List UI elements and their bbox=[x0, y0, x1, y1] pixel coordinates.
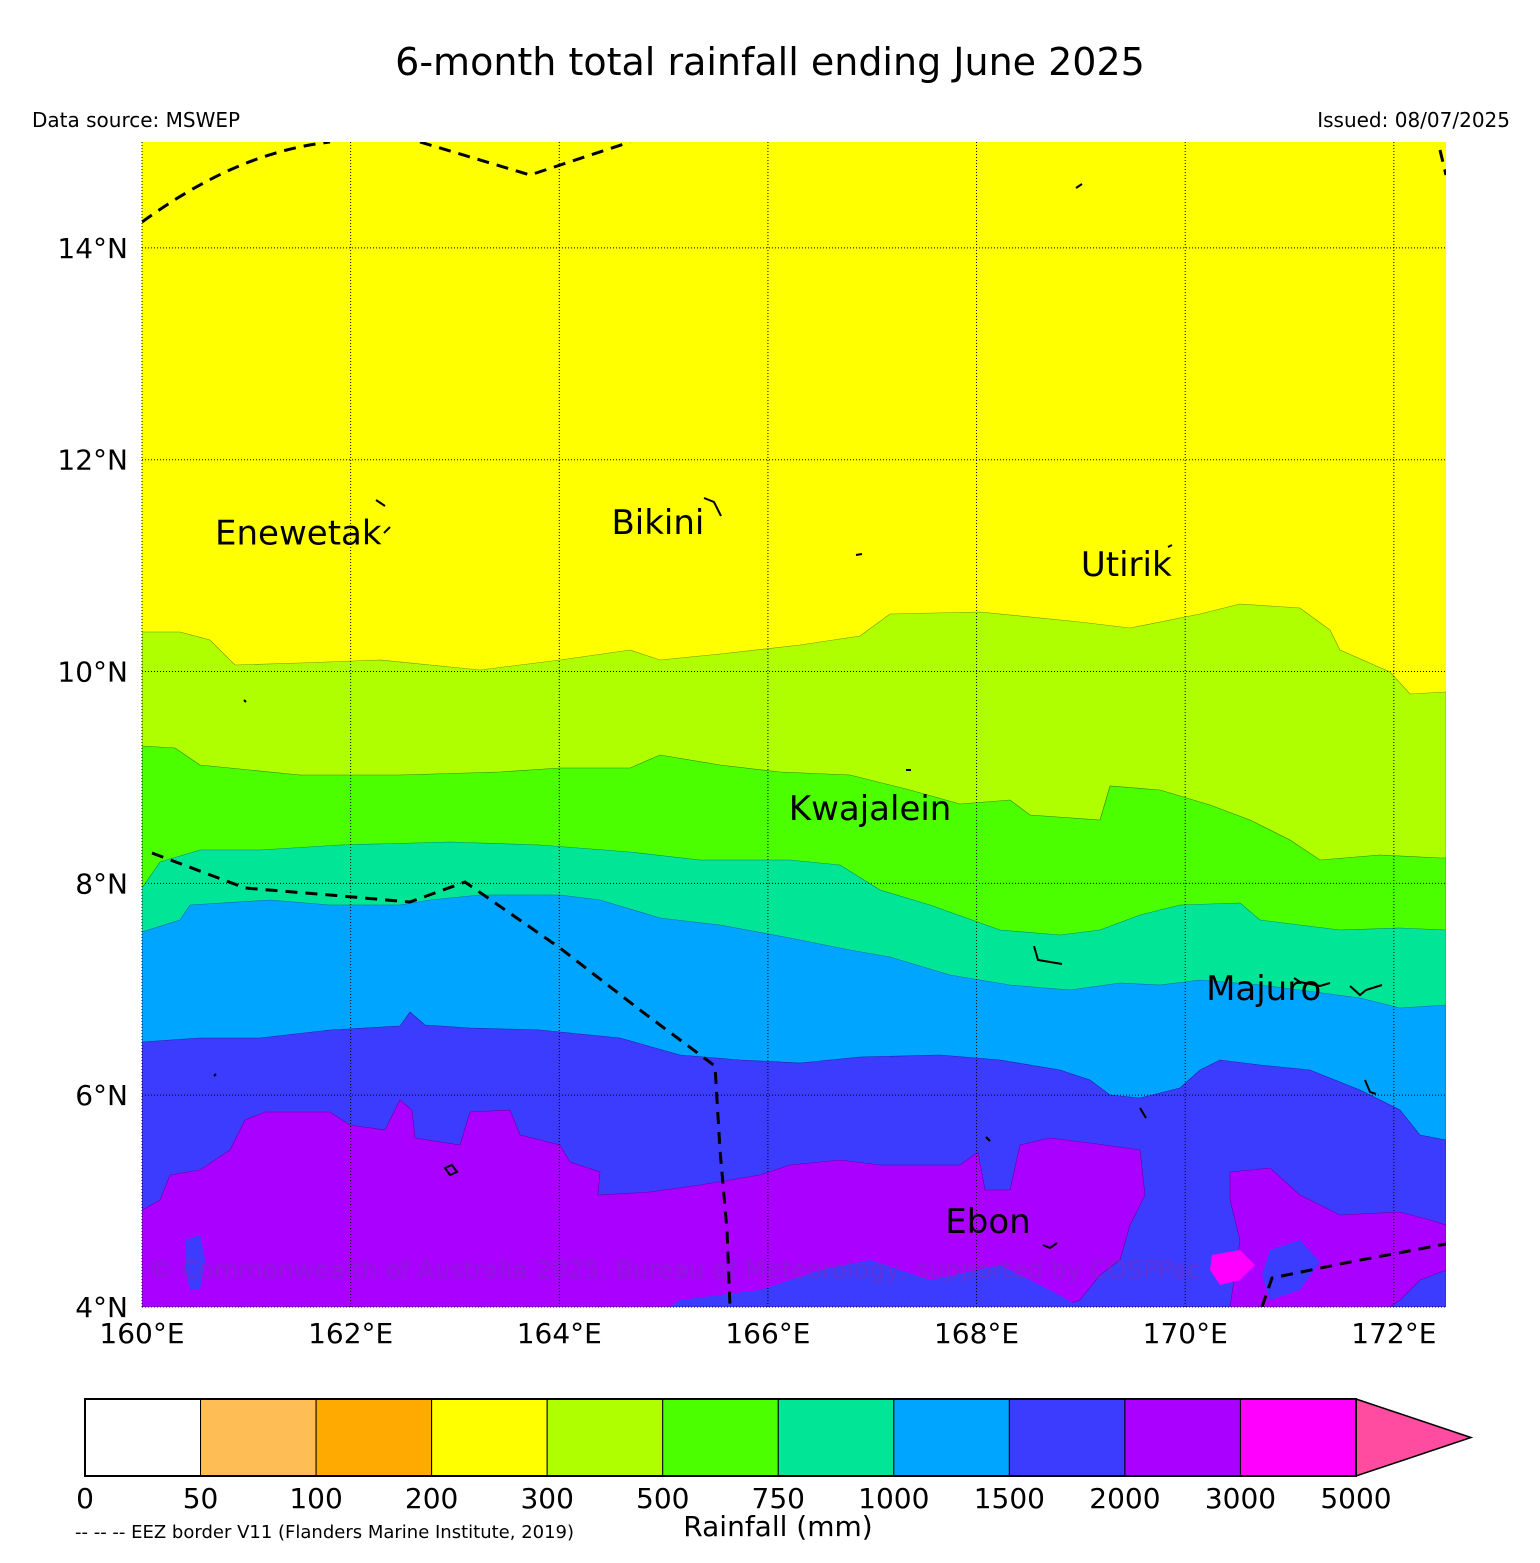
longitude-tick-label: 170°E bbox=[1143, 1317, 1228, 1350]
longitude-tick-label: 164°E bbox=[517, 1317, 602, 1350]
eez-note: -- -- -- EEZ border V11 (Flanders Marine… bbox=[75, 1522, 575, 1543]
colorbar-swatch bbox=[662, 1398, 779, 1477]
latitude-tick-label: 8°N bbox=[75, 867, 128, 900]
graticule bbox=[141, 142, 1446, 1308]
place-label: Enewetak bbox=[215, 513, 382, 553]
longitude-tick-label: 160°E bbox=[99, 1317, 184, 1350]
latitude-tick-label: 6°N bbox=[75, 1079, 128, 1112]
longitude-tick-label: 172°E bbox=[1351, 1317, 1436, 1350]
colorbar-swatch bbox=[200, 1398, 317, 1477]
longitude-tick-label: 168°E bbox=[934, 1317, 1019, 1350]
colorbar-tick-label: 3000 bbox=[1205, 1482, 1276, 1515]
colorbar-tick-label: 0 bbox=[76, 1482, 94, 1515]
latitude-tick-label: 10°N bbox=[57, 656, 128, 689]
latitude-labels: 4°N 6°N 8°N 10°N 12°N 14°N bbox=[57, 232, 128, 1324]
atolls bbox=[213, 183, 1383, 1250]
issued-date: Issued: 08/07/2025 bbox=[1317, 108, 1510, 132]
band-2000-3000 bbox=[142, 1099, 1146, 1307]
colorbar-tick-label: 50 bbox=[183, 1482, 219, 1515]
longitude-tick-label: 166°E bbox=[725, 1317, 810, 1350]
colorbar-tick-label: 300 bbox=[520, 1482, 573, 1515]
colorbar-tick-labels: 0 50 100 200 300 500 750 1000 1500 2000 3000 5000 bbox=[76, 1482, 1392, 1515]
place-label: Bikini bbox=[611, 503, 704, 543]
latitude-tick-label: 14°N bbox=[57, 232, 128, 265]
band-3000-5000 bbox=[1210, 1250, 1255, 1285]
place-label: Ebon bbox=[945, 1202, 1030, 1242]
longitude-tick-label: 162°E bbox=[308, 1317, 393, 1350]
colorbar-swatch bbox=[1124, 1398, 1241, 1477]
place-label: Majuro bbox=[1206, 969, 1321, 1009]
colorbar-swatch bbox=[777, 1398, 895, 1477]
latitude-tick-label: 12°N bbox=[57, 444, 128, 477]
colorbar-tick-label: 5000 bbox=[1320, 1482, 1391, 1515]
copyright-notice: © Commonwealth of Australia 2025, Bureau… bbox=[148, 1255, 1201, 1284]
place-label: Utirik bbox=[1081, 545, 1172, 585]
place-labels: Enewetak Bikini Utirik Kwajalein Majuro Ebon bbox=[215, 503, 1321, 1242]
colorbar-tick-label: 100 bbox=[289, 1482, 342, 1515]
map-title: 6-month total rainfall ending June 2025 bbox=[395, 40, 1145, 84]
place-label: Kwajalein bbox=[789, 789, 952, 829]
band-1500-2000 bbox=[1262, 1240, 1320, 1300]
latitude-tick-label: 4°N bbox=[75, 1291, 128, 1324]
colorbar-swatch bbox=[546, 1398, 664, 1477]
colorbar-extend-arrow bbox=[1355, 1397, 1474, 1478]
colorbar-tick-label: 200 bbox=[405, 1482, 458, 1515]
colorbar-swatch bbox=[315, 1398, 433, 1477]
colorbar bbox=[84, 1397, 1474, 1478]
longitude-labels: 160°E 162°E 164°E 166°E 168°E 170°E 172°E bbox=[99, 1317, 1436, 1350]
band-1500-2000 bbox=[670, 1260, 1080, 1307]
colorbar-tick-label: 1500 bbox=[974, 1482, 1045, 1515]
colorbar-frame bbox=[84, 1398, 1357, 1477]
colorbar-swatch bbox=[1008, 1398, 1126, 1477]
colorbar-tick-label: 500 bbox=[636, 1482, 689, 1515]
colorbar-swatch bbox=[84, 1398, 202, 1477]
colorbar-tick-label: 1000 bbox=[858, 1482, 929, 1515]
colorbar-swatch bbox=[893, 1398, 1010, 1477]
colorbar-title: Rainfall (mm) bbox=[683, 1510, 873, 1543]
data-source: Data source: MSWEP bbox=[32, 108, 241, 132]
colorbar-tick-label: 750 bbox=[752, 1482, 805, 1515]
eez-border bbox=[142, 142, 1446, 1307]
band-1500-2000 bbox=[185, 1235, 205, 1290]
colorbar-swatch bbox=[1239, 1398, 1357, 1477]
rainfall-bands bbox=[142, 142, 1446, 1307]
colorbar-tick-label: 2000 bbox=[1089, 1482, 1160, 1515]
colorbar-swatch bbox=[431, 1398, 548, 1477]
